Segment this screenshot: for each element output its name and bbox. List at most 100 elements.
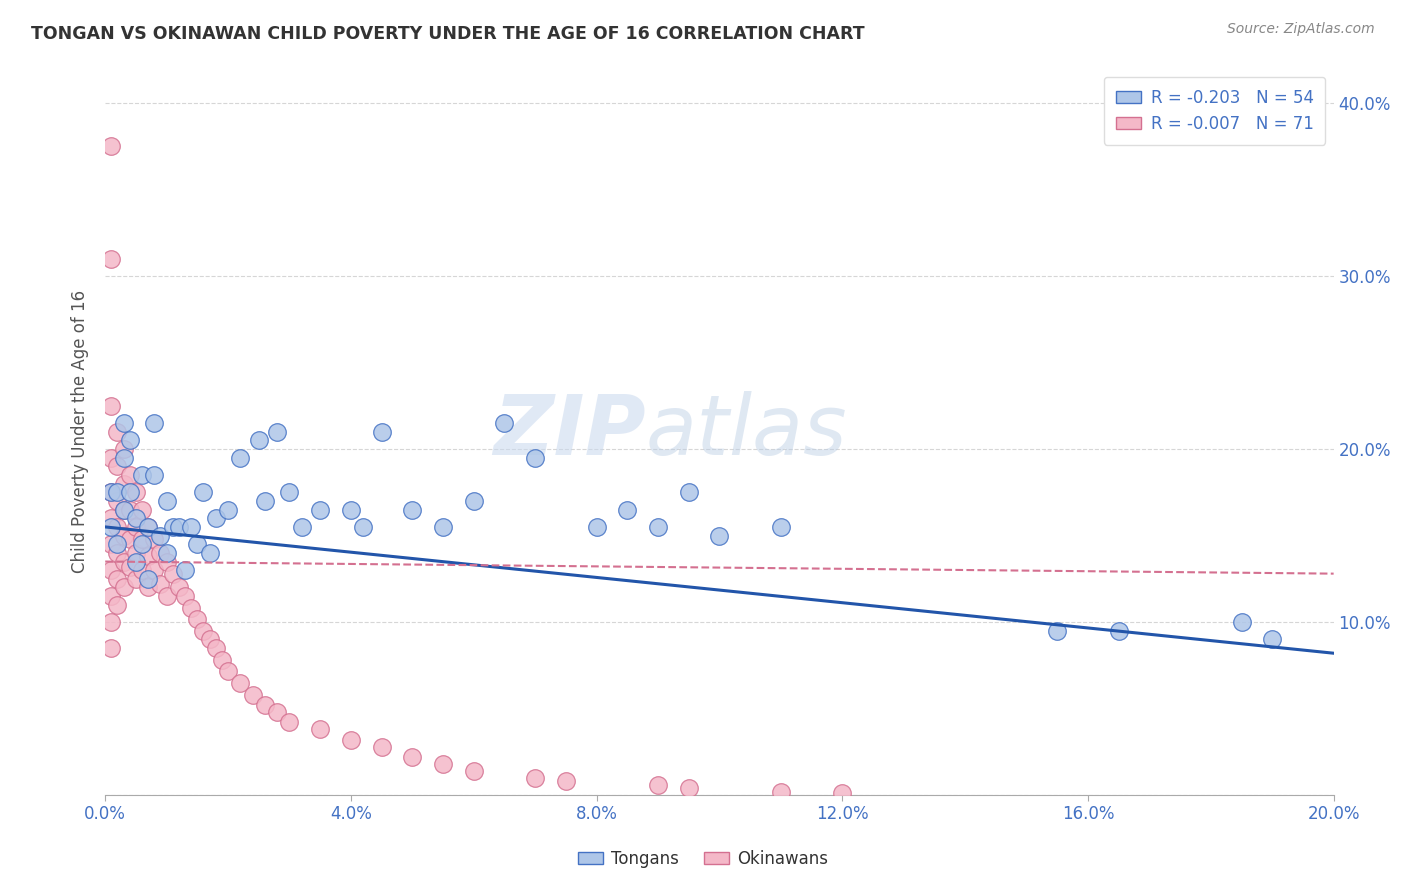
Text: atlas: atlas: [645, 392, 848, 472]
Point: [266, 425, 288, 439]
Point: [112, 502, 135, 516]
Point: [217, 664, 239, 678]
Point: [401, 502, 423, 516]
Point: [149, 577, 172, 591]
Point: [352, 520, 374, 534]
Point: [118, 485, 141, 500]
Point: [131, 502, 153, 516]
Point: [204, 640, 226, 655]
Point: [198, 632, 221, 647]
Point: [253, 494, 276, 508]
Point: [112, 442, 135, 456]
Point: [100, 589, 122, 603]
Point: [143, 416, 166, 430]
Point: [125, 520, 148, 534]
Point: [266, 705, 288, 719]
Point: [118, 434, 141, 448]
Point: [136, 520, 159, 534]
Point: [401, 750, 423, 764]
Point: [107, 494, 129, 508]
Point: [1261, 632, 1284, 647]
Point: [463, 764, 485, 778]
Point: [100, 399, 122, 413]
Point: [125, 511, 148, 525]
Point: [524, 450, 547, 465]
Point: [143, 563, 166, 577]
Point: [136, 549, 159, 564]
Point: [100, 615, 122, 629]
Point: [647, 520, 669, 534]
Point: [217, 502, 239, 516]
Point: [100, 139, 122, 153]
Point: [709, 528, 731, 542]
Point: [100, 450, 122, 465]
Point: [831, 786, 853, 800]
Point: [112, 416, 135, 430]
Point: [309, 723, 332, 737]
Point: [242, 688, 264, 702]
Point: [118, 502, 141, 516]
Point: [616, 502, 638, 516]
Point: [678, 781, 700, 796]
Point: [370, 425, 392, 439]
Point: [278, 715, 301, 730]
Point: [193, 624, 215, 638]
Text: ZIP: ZIP: [494, 392, 645, 472]
Point: [112, 555, 135, 569]
Point: [340, 502, 363, 516]
Point: [1230, 615, 1253, 629]
Point: [1108, 624, 1130, 638]
Point: [167, 581, 190, 595]
Point: [125, 555, 148, 569]
Point: [112, 528, 135, 542]
Point: [107, 425, 129, 439]
Point: [118, 559, 141, 574]
Point: [204, 511, 226, 525]
Point: [100, 520, 122, 534]
Point: [107, 546, 129, 560]
Point: [136, 572, 159, 586]
Point: [143, 532, 166, 546]
Point: [1046, 624, 1069, 638]
Point: [174, 589, 197, 603]
Point: [136, 581, 159, 595]
Text: TONGAN VS OKINAWAN CHILD POVERTY UNDER THE AGE OF 16 CORRELATION CHART: TONGAN VS OKINAWAN CHILD POVERTY UNDER T…: [31, 25, 865, 43]
Point: [149, 546, 172, 560]
Point: [769, 520, 792, 534]
Point: [678, 485, 700, 500]
Point: [162, 566, 184, 581]
Point: [131, 537, 153, 551]
Point: [174, 563, 197, 577]
Point: [100, 537, 122, 551]
Point: [131, 563, 153, 577]
Point: [143, 468, 166, 483]
Point: [167, 520, 190, 534]
Point: [186, 612, 208, 626]
Point: [125, 546, 148, 560]
Point: [136, 520, 159, 534]
Point: [585, 520, 607, 534]
Point: [118, 532, 141, 546]
Point: [156, 546, 179, 560]
Point: [180, 601, 202, 615]
Legend: R = -0.203   N = 54, R = -0.007   N = 71: R = -0.203 N = 54, R = -0.007 N = 71: [1104, 77, 1326, 145]
Point: [100, 563, 122, 577]
Point: [100, 640, 122, 655]
Point: [291, 520, 314, 534]
Point: [463, 494, 485, 508]
Point: [100, 511, 122, 525]
Point: [112, 450, 135, 465]
Point: [107, 520, 129, 534]
Legend: Tongans, Okinawans: Tongans, Okinawans: [571, 844, 835, 875]
Point: [131, 532, 153, 546]
Point: [554, 774, 576, 789]
Point: [494, 416, 516, 430]
Point: [125, 485, 148, 500]
Point: [229, 450, 252, 465]
Point: [278, 485, 301, 500]
Point: [156, 589, 179, 603]
Point: [107, 485, 129, 500]
Point: [247, 434, 270, 448]
Point: [211, 653, 233, 667]
Point: [118, 468, 141, 483]
